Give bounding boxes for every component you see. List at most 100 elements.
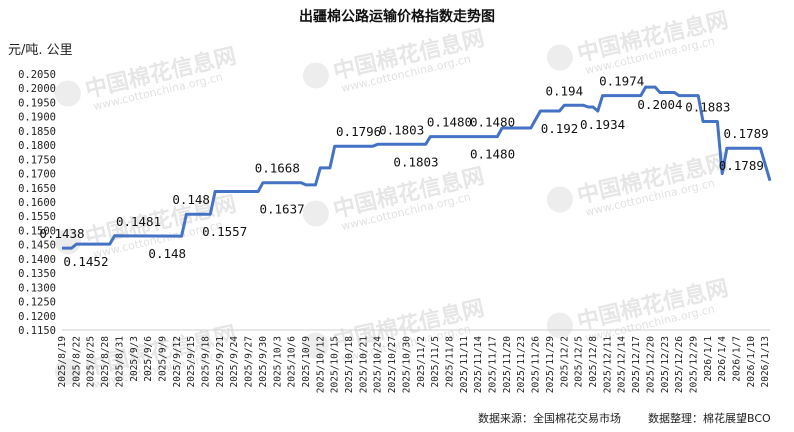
x-tick-label: 2026/1/4 [717,336,728,382]
x-tick-label: 2025/9/9 [157,336,168,382]
data-label: 0.1557 [202,224,247,239]
watermark-logo-icon [302,332,329,359]
data-label: 0.1480 [427,115,472,130]
x-tick-label: 2025/10/21 [358,336,369,393]
watermark-logo-icon [546,312,573,339]
data-label: 0.1883 [685,100,730,115]
x-tick-label: 2026/1/10 [746,336,757,388]
data-label: 0.1934 [580,117,625,132]
data-label: 0.2004 [637,97,682,112]
y-tick-label: 0.1500 [18,225,56,237]
data-label: 0.1668 [255,161,300,176]
x-tick-label: 2025/10/24 [373,336,384,393]
x-tick-label: 2025/8/19 [57,336,68,388]
y-tick-label: 0.1400 [18,254,56,266]
x-tick-label: 2025/11/8 [444,336,455,388]
watermark-logo-icon [54,358,81,385]
y-tick-label: 0.1950 [18,97,56,109]
x-tick-label: 2025/10/18 [344,336,355,393]
data-label: 0.1480 [470,147,515,162]
x-tick-label: 2025/12/20 [645,336,656,393]
data-label: 0.148 [172,192,210,207]
x-tick-label: 2025/11/20 [502,336,513,393]
x-axis-ticks: 2025/8/19 2025/8/22 2025/8/25 2025/8/28 2025… [57,336,771,393]
y-tick-label: 0.1200 [18,311,56,323]
data-label: 0.1438 [39,226,84,241]
x-tick-label: 2025/11/17 [488,336,499,393]
y-tick-label: 0.1700 [18,169,56,181]
x-tick-label: 2025/11/14 [473,336,484,393]
x-tick-label: 2025/10/12 [315,336,326,393]
data-label: 0.1974 [599,74,644,89]
y-tick-label: 0.2050 [18,69,56,81]
x-tick-label: 2026/1/1 [703,336,714,382]
x-tick-label: 2025/11/11 [459,336,470,393]
x-tick-label: 2025/10/30 [401,336,412,393]
x-tick-label: 2025/11/26 [531,336,542,393]
x-tick-label: 2025/12/8 [588,336,599,388]
x-tick-label: 2025/9/3 [129,336,140,382]
x-tick-label: 2025/10/15 [330,336,341,393]
x-tick-label: 2025/8/25 [86,336,97,387]
x-tick-label: 2025/9/18 [201,336,212,388]
data-label: 0.148 [148,246,186,261]
x-tick-label: 2025/12/17 [631,336,642,393]
x-tick-label: 2025/11/29 [545,336,556,393]
x-tick-label: 2025/8/22 [71,336,82,387]
y-tick-label: 0.1550 [18,211,56,223]
data-label: 0.1481 [116,214,161,229]
x-tick-label: 2025/12/2 [559,336,570,387]
y-tick-label: 0.1650 [18,183,56,195]
x-tick-label: 2025/9/30 [258,336,269,388]
x-tick-label: 2025/12/5 [574,336,585,387]
x-tick-label: 2025/10/6 [287,336,298,388]
data-label: 0.1803 [393,154,438,169]
y-tick-label: 0.1750 [18,154,56,166]
watermark-logo-icon [302,62,329,89]
x-tick-label: 2025/10/3 [272,336,283,387]
y-tick-label: 0.1600 [18,197,56,209]
data-labels-layer: 0.1438 0.1452 0.1481 0.148 0.148 0.1557 0.1668… [39,74,768,269]
y-tick-label: 0.1300 [18,282,56,294]
y-tick-label: 0.2000 [18,83,56,95]
y-tick-label: 0.1250 [18,297,56,309]
y-tick-label: 0.1800 [18,140,56,152]
x-tick-label: 2025/12/26 [674,336,685,393]
data-label: 0.1452 [63,254,108,269]
watermark-logo-icon [546,186,573,213]
x-tick-label: 2025/12/23 [660,336,671,393]
x-tick-label: 2026/1/7 [732,336,743,382]
data-label: 0.1637 [259,201,304,216]
data-label: 0.192 [541,121,579,136]
data-label: 0.1796 [336,124,381,139]
y-tick-label: 0.1350 [18,268,56,280]
data-label: 0.1789 [724,126,769,141]
x-tick-label: 2025/9/24 [229,336,240,388]
x-tick-label: 2025/9/12 [172,336,183,387]
y-axis-unit-label: 元/吨. 公里 [8,43,73,58]
x-tick-label: 2025/12/14 [617,336,628,393]
data-label: 0.1480 [470,115,515,130]
x-tick-label: 2025/8/28 [100,336,111,388]
data-label: 0.1789 [719,158,764,173]
x-tick-label: 2025/9/27 [244,336,255,387]
watermark-logo-icon [54,80,81,107]
y-tick-label: 0.1450 [18,240,56,252]
y-tick-label: 0.1900 [18,112,56,124]
y-tick-label: 0.1850 [18,126,56,138]
footer-source: 数据来源：全国棉花交易市场 [478,411,621,425]
series-layer [62,85,772,250]
watermark-logo-icon [54,228,81,255]
watermark-logo-icon [302,200,329,227]
x-tick-label: 2025/9/15 [186,336,197,387]
data-label: 0.194 [545,83,583,98]
watermark-logo-icon [546,44,573,71]
series-line [62,85,772,250]
x-tick-label: 2025/11/2 [416,336,427,387]
chart-title: 出疆棉公路运输价格指数走势图 [299,8,495,25]
x-tick-label: 2026/1/13 [760,336,771,387]
